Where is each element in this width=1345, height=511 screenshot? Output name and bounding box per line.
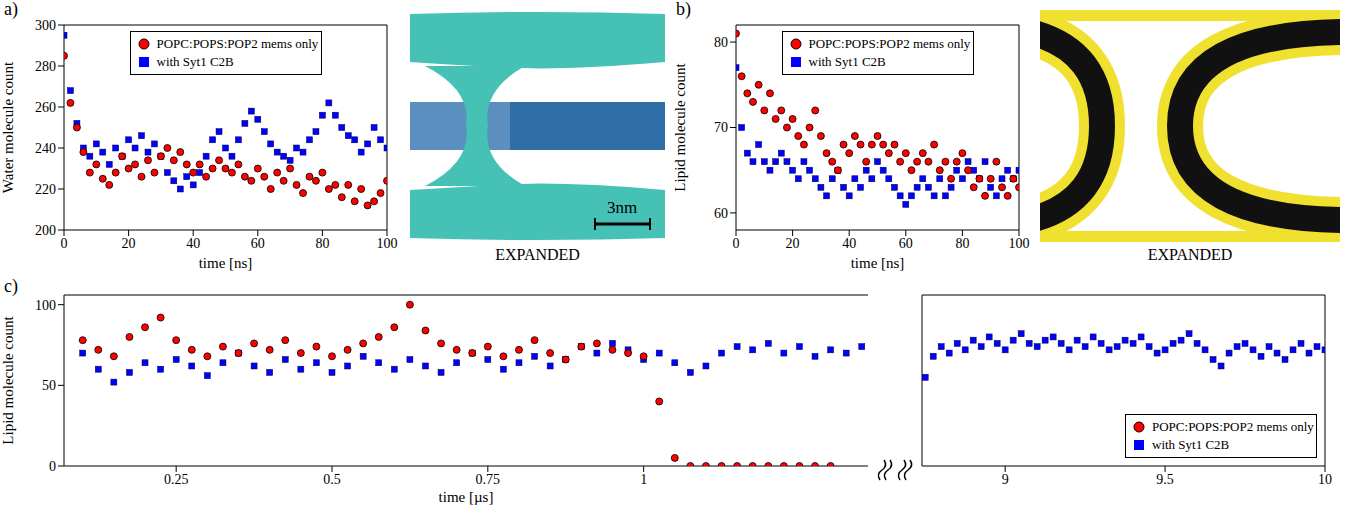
html-text:with Syt1 C2B: with Syt1 C2B [1152, 437, 1230, 452]
html-text:with Syt1 C2B: with Syt1 C2B [808, 54, 886, 69]
svg-text:0: 0 [61, 236, 68, 251]
svg-text:9.5: 9.5 [1156, 472, 1174, 487]
svg-text:40: 40 [186, 236, 200, 251]
svg-text:20: 20 [122, 236, 136, 251]
svg-text:300: 300 [35, 18, 56, 33]
html-text:c): c) [4, 276, 18, 296]
svg-text:Water molecule count: Water molecule count [0, 61, 16, 193]
svg-text:3nm: 3nm [607, 198, 637, 217]
svg-text:240: 240 [35, 141, 56, 156]
html-text:b): b) [676, 0, 691, 19]
html-text:POPC:POPS:POP2 mems only: POPC:POPS:POP2 mems only [808, 36, 971, 51]
svg-text:0: 0 [733, 236, 740, 251]
svg-text:200: 200 [35, 223, 56, 238]
svg-text:9: 9 [1002, 472, 1009, 487]
svg-text:0: 0 [49, 459, 56, 474]
html-text:a): a) [4, 0, 18, 19]
svg-text:100: 100 [377, 236, 398, 251]
svg-text:time [µs]: time [µs] [439, 489, 494, 505]
html-text:EXPANDED: EXPANDED [495, 246, 580, 263]
svg-text:260: 260 [35, 100, 56, 115]
svg-text:1: 1 [640, 472, 647, 487]
html-text:POPC:POPS:POP2 mems only: POPC:POPS:POP2 mems only [1152, 419, 1314, 434]
svg-text:100: 100 [35, 298, 56, 313]
svg-text:80: 80 [714, 35, 728, 50]
svg-text:60: 60 [714, 206, 728, 221]
html-text:EXPANDED: EXPANDED [1147, 246, 1233, 263]
svg-text:60: 60 [899, 236, 913, 251]
svg-text:80: 80 [315, 236, 329, 251]
svg-text:60: 60 [251, 236, 265, 251]
html-text:with Syt1 C2B: with Syt1 C2B [156, 54, 234, 69]
svg-text:Lipid molecule count: Lipid molecule count [0, 316, 16, 445]
svg-text:0.5: 0.5 [323, 472, 341, 487]
svg-text:220: 220 [35, 182, 56, 197]
svg-text:0.25: 0.25 [164, 472, 189, 487]
svg-text:280: 280 [35, 59, 56, 74]
svg-text:10: 10 [1318, 472, 1332, 487]
svg-text:time [ns]: time [ns] [199, 255, 253, 271]
svg-text:40: 40 [842, 236, 856, 251]
svg-text:50: 50 [42, 378, 56, 393]
html-text:POPC:POPS:POP2 mems only: POPC:POPS:POP2 mems only [156, 36, 319, 51]
svg-text:70: 70 [714, 120, 728, 135]
svg-text:Lipid molecule count: Lipid molecule count [672, 63, 688, 192]
svg-text:time [ns]: time [ns] [851, 255, 905, 271]
svg-text:80: 80 [955, 236, 969, 251]
svg-text:100: 100 [1009, 236, 1030, 251]
svg-text:0.75: 0.75 [476, 472, 501, 487]
svg-text:20: 20 [786, 236, 800, 251]
